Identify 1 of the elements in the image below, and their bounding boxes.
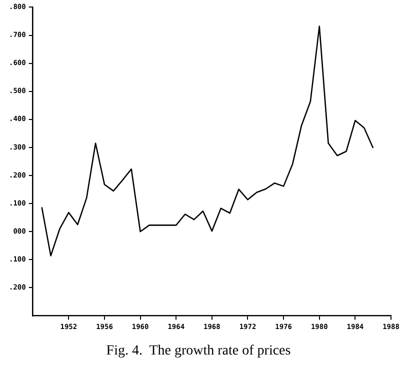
text: Fig. 4. The growth rate of prices xyxy=(106,343,291,358)
